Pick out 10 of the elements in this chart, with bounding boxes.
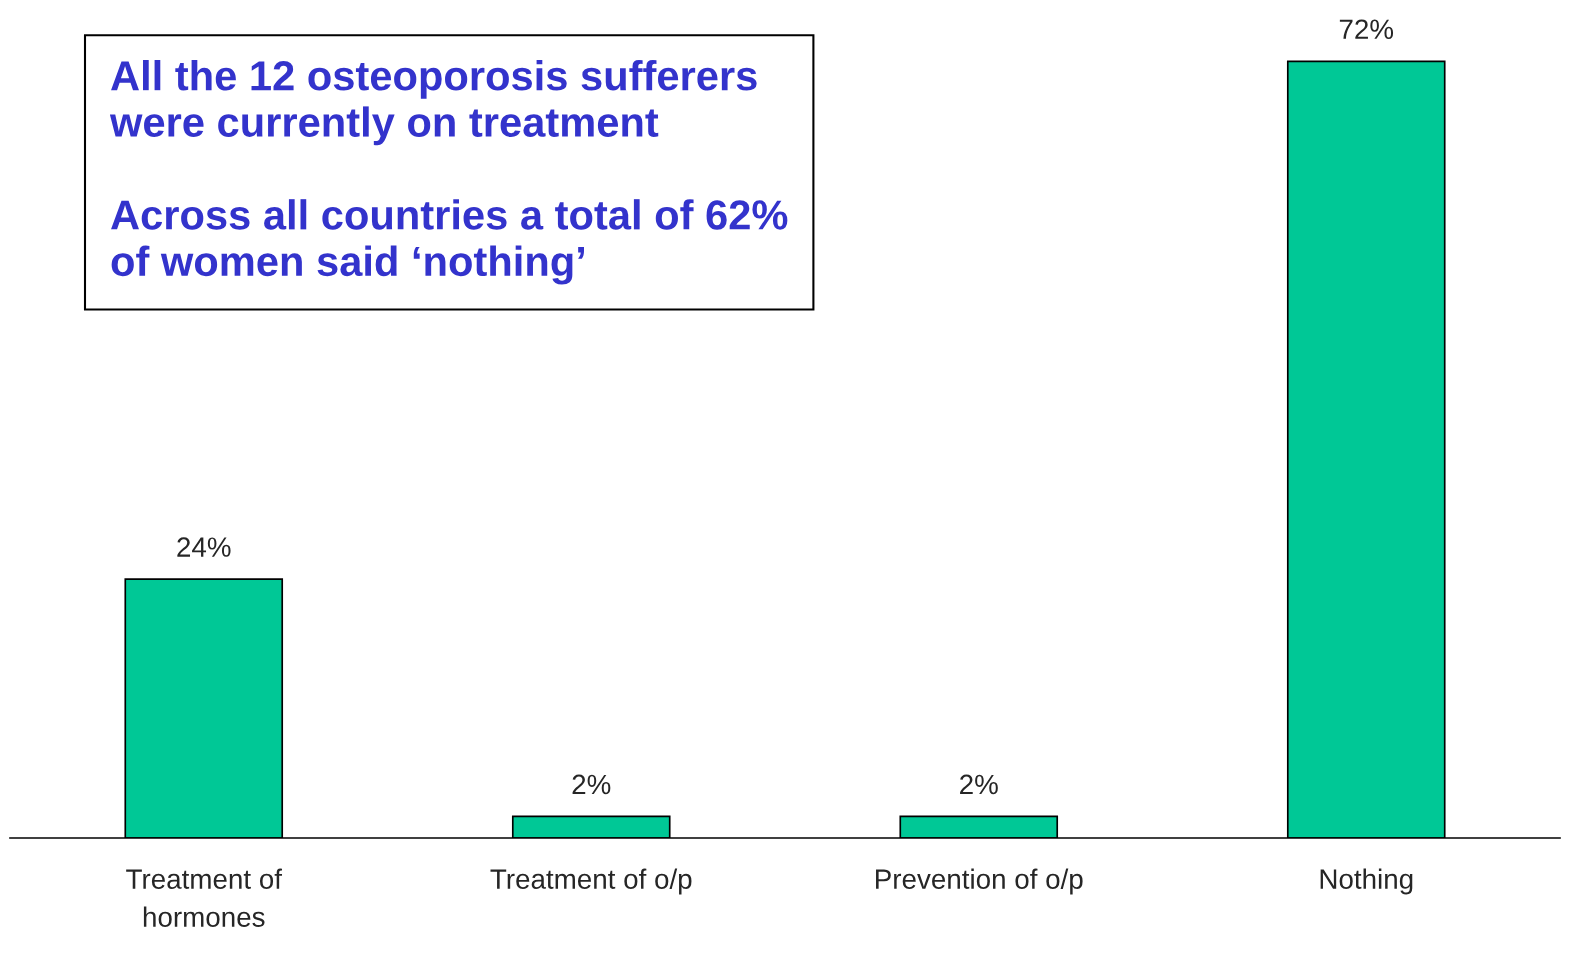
x-tick-label: Prevention of o/p [876,868,1083,895]
data-label: 2% [572,774,611,795]
data-label: 24% [177,537,231,557]
annotation: All the 12 osteoporosis sufferers were currently on treatment [109,60,757,146]
data-label: 72% [1339,19,1394,40]
annotation: Across all countries a total of 62% of women said ‘nothing’ [111,199,788,285]
data-label: 2% [960,774,998,795]
x-tick-label: Nothing [1320,868,1413,895]
x-tick-label: Treatment of hormones [126,868,283,927]
x-tick-label: Treatment of o/p [490,868,692,895]
